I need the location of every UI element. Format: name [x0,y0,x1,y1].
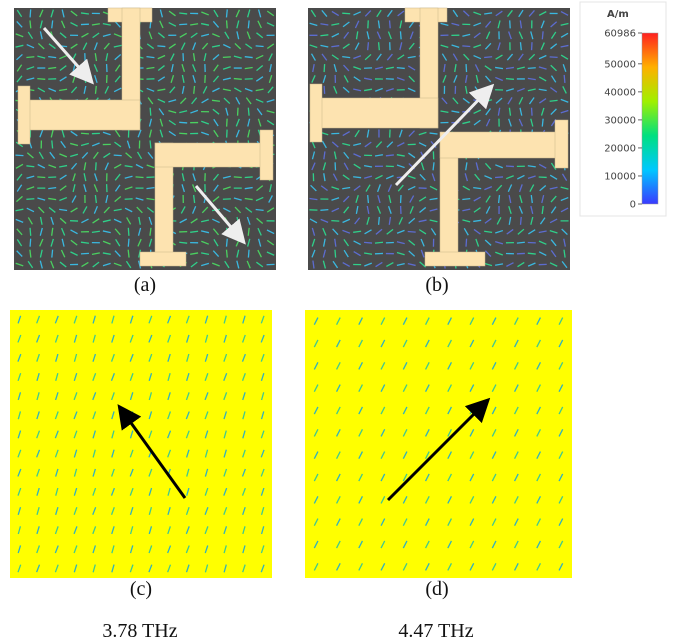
field-arrow [30,9,31,17]
field-arrow [128,228,129,236]
field-arrow [433,162,434,170]
panel-label: (c) [130,578,152,600]
field-arrow [248,250,249,258]
field-arrow [528,253,536,254]
panel-c [10,310,272,578]
colorbar-unit: A/m [607,9,629,20]
field-arrow [466,239,467,247]
field-arrow [248,108,249,116]
field-arrow [179,133,187,134]
field-arrow [30,228,31,236]
panel-label: (a) [134,274,156,296]
field-arrow [364,242,372,243]
field-arrow [368,195,369,203]
field-arrow [234,177,242,178]
field-arrow [400,31,401,39]
panel-b [308,8,570,270]
field-arrow [95,86,96,94]
field-arrow [324,64,325,72]
field-arrow [226,9,227,17]
field-arrow [150,108,151,116]
field-arrow [342,13,350,14]
field-arrow [506,166,514,167]
field-arrow [379,217,380,225]
field-arrow [157,46,165,47]
field-arrow [462,46,470,47]
field-arrow [520,42,521,50]
field-arrow [495,177,503,178]
field-arrow [37,177,45,178]
field-arrow [136,177,144,178]
field-arrow [397,68,405,69]
colorbar-tick-label: 20000 [604,143,636,154]
field-arrow [484,57,492,58]
field-arrow [179,122,187,123]
field-arrow [81,133,89,134]
field-arrow [335,250,336,258]
field-arrow [96,162,97,170]
field-arrow [550,100,558,101]
field-arrow [30,20,31,28]
field-arrow [542,119,543,127]
field-arrow [542,31,543,39]
colorbar: A/m 60986 50000 40000 30000 20000 10000 0 [580,2,666,216]
field-arrow [499,195,500,203]
field-arrow [245,57,253,58]
field-arrow [375,242,383,243]
colorbar-tick-label: 30000 [604,115,636,126]
field-arrow [564,75,565,83]
field-arrow [245,177,253,178]
field-arrow [30,239,31,247]
field-arrow [368,42,369,50]
field-arrow [234,79,242,80]
panel-a [14,8,276,270]
field-arrow [462,199,470,200]
frequency-label: 3.78 THz [102,620,177,642]
field-arrow [256,210,264,211]
field-arrow [194,86,195,94]
colorbar-tick-label: 40000 [604,87,636,98]
field-arrow [550,57,558,58]
field-arrow [473,188,481,189]
colorbar-tick-label: 60986 [604,29,636,40]
field-arrow [81,253,89,254]
figure: (a) (b) (c) (d) 3.78 THz 4.47 THz A/m 60… [0,0,679,643]
field-arrow [37,79,45,80]
colorbar-tick-label: 50000 [604,59,636,70]
colorbar-tick-label: 0 [630,200,636,211]
field-arrow [26,199,34,200]
field-arrow [114,155,122,156]
field-arrow [517,242,525,243]
field-arrow [52,250,53,258]
field-arrow [386,155,394,156]
field-arrow [223,57,231,58]
field-arrow [128,239,129,247]
field-arrow [248,20,249,28]
field-arrow [408,231,416,232]
colorbar-tick-label: 10000 [604,171,636,182]
field-arrow [226,239,227,247]
panel-label: (b) [425,274,448,296]
field-arrow [528,68,536,69]
field-arrow [521,217,522,225]
panel-d [305,310,572,578]
field-arrow [506,79,514,80]
field-arrow [256,46,264,47]
field-arrow [226,250,227,258]
field-arrow [390,20,391,28]
frequency-label: 4.47 THz [398,620,473,642]
field-arrow [128,250,129,258]
field-arrow [26,57,34,58]
field-arrow [379,42,380,50]
field-arrow [320,210,328,211]
field-arrow [227,20,228,28]
field-arrow [52,140,53,148]
field-arrow [150,140,151,148]
panel-label: (d) [425,578,448,600]
